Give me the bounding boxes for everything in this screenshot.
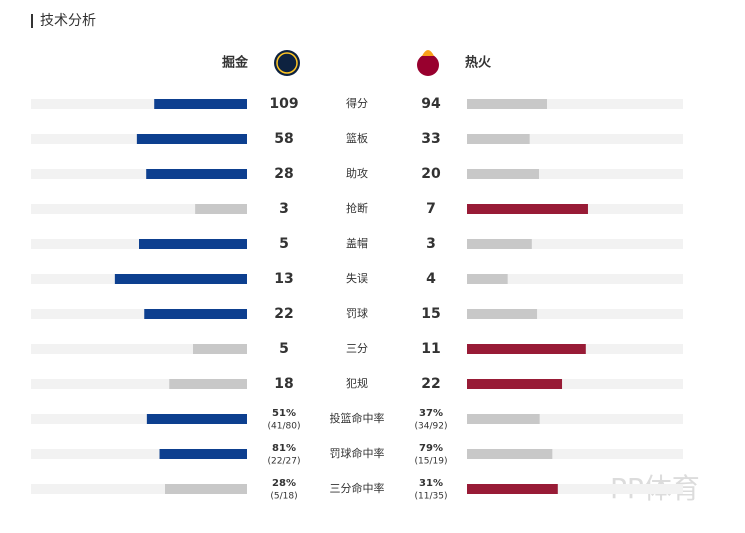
bar-track bbox=[467, 379, 683, 389]
bar bbox=[144, 309, 247, 319]
bar bbox=[159, 449, 247, 459]
bar-track bbox=[467, 274, 683, 284]
category-label: 投篮命中率 bbox=[330, 411, 385, 425]
bar bbox=[467, 239, 532, 249]
bar bbox=[467, 134, 530, 144]
value-detail: (22/27) bbox=[268, 457, 301, 467]
category-label: 罚球命中率 bbox=[330, 446, 385, 460]
value-label: 31% bbox=[419, 478, 443, 489]
bar bbox=[154, 99, 247, 109]
value-detail: (5/18) bbox=[270, 492, 297, 502]
bar-track bbox=[31, 344, 247, 354]
value-label: 13 bbox=[274, 271, 293, 287]
team-logo bbox=[274, 50, 300, 76]
category-label: 三分 bbox=[346, 342, 368, 355]
value-label: 51% bbox=[272, 408, 296, 419]
bar bbox=[467, 204, 588, 214]
value-label: 33 bbox=[421, 131, 440, 147]
bar-track bbox=[467, 239, 683, 249]
bar bbox=[467, 344, 586, 354]
bar-track bbox=[467, 99, 683, 109]
bar-track bbox=[31, 169, 247, 179]
value-label: 22 bbox=[421, 376, 440, 392]
value-label: 11 bbox=[421, 341, 440, 357]
bar bbox=[164, 484, 247, 494]
bar bbox=[467, 169, 539, 179]
bar bbox=[467, 379, 563, 389]
bar-track bbox=[31, 309, 247, 319]
bar-track bbox=[467, 309, 683, 319]
bar-track bbox=[467, 449, 683, 459]
value-label: 81% bbox=[272, 443, 296, 454]
bar bbox=[195, 204, 247, 214]
category-label: 得分 bbox=[346, 97, 368, 110]
bar bbox=[467, 99, 548, 109]
category-label: 抢断 bbox=[346, 201, 368, 215]
legend-entry: 掘金 bbox=[222, 55, 249, 71]
bar-track bbox=[31, 449, 247, 459]
category-label: 篮板 bbox=[346, 131, 368, 145]
value-label: 22 bbox=[274, 306, 293, 322]
team-logo-ring bbox=[276, 52, 298, 74]
bar bbox=[467, 309, 538, 319]
value-label: 3 bbox=[279, 201, 289, 217]
legend-entry: 热火 bbox=[465, 55, 492, 71]
bar-track bbox=[467, 169, 683, 179]
value-label: 20 bbox=[421, 166, 441, 182]
category-label: 三分命中率 bbox=[330, 481, 385, 495]
category-label: 犯规 bbox=[346, 376, 368, 390]
bar-track bbox=[31, 204, 247, 214]
value-label: 4 bbox=[426, 271, 436, 287]
value-label: 15 bbox=[421, 306, 440, 322]
value-label: 5 bbox=[279, 341, 289, 357]
value-label: 109 bbox=[269, 96, 298, 112]
bar bbox=[139, 239, 247, 249]
bar-track bbox=[467, 134, 683, 144]
bar bbox=[114, 274, 247, 284]
bar bbox=[146, 169, 247, 179]
value-label: 3 bbox=[426, 236, 436, 252]
bar bbox=[169, 379, 247, 389]
category-label: 罚球 bbox=[346, 306, 368, 320]
value-label: 94 bbox=[421, 96, 441, 112]
value-label: 37% bbox=[419, 408, 443, 419]
bar bbox=[193, 344, 247, 354]
bar bbox=[467, 449, 553, 459]
bar-track bbox=[467, 484, 683, 494]
value-detail: (11/35) bbox=[415, 492, 448, 502]
title-marker bbox=[31, 14, 33, 28]
value-label: 18 bbox=[274, 376, 293, 392]
value-detail: (41/80) bbox=[268, 422, 301, 432]
team-logo-flame bbox=[422, 50, 434, 56]
bar-track bbox=[31, 414, 247, 424]
value-label: 58 bbox=[274, 131, 293, 147]
value-detail: (15/19) bbox=[415, 457, 448, 467]
bar-track bbox=[31, 379, 247, 389]
value-label: 28 bbox=[274, 166, 293, 182]
bar bbox=[467, 414, 540, 424]
chart-title: 技术分析 bbox=[40, 13, 96, 29]
value-label: 5 bbox=[279, 236, 289, 252]
bar-track bbox=[31, 484, 247, 494]
value-label: 7 bbox=[426, 201, 436, 217]
bar bbox=[467, 274, 508, 284]
bar bbox=[136, 134, 247, 144]
bar bbox=[467, 484, 558, 494]
category-label: 助攻 bbox=[346, 166, 368, 180]
value-label: 79% bbox=[419, 443, 443, 454]
team-logo bbox=[417, 54, 439, 76]
bar-track bbox=[31, 99, 247, 109]
value-detail: (34/92) bbox=[415, 422, 448, 432]
bar bbox=[146, 414, 247, 424]
bar-track bbox=[467, 414, 683, 424]
category-label: 盖帽 bbox=[346, 236, 368, 250]
category-label: 失误 bbox=[346, 272, 368, 285]
value-label: 28% bbox=[272, 478, 296, 489]
